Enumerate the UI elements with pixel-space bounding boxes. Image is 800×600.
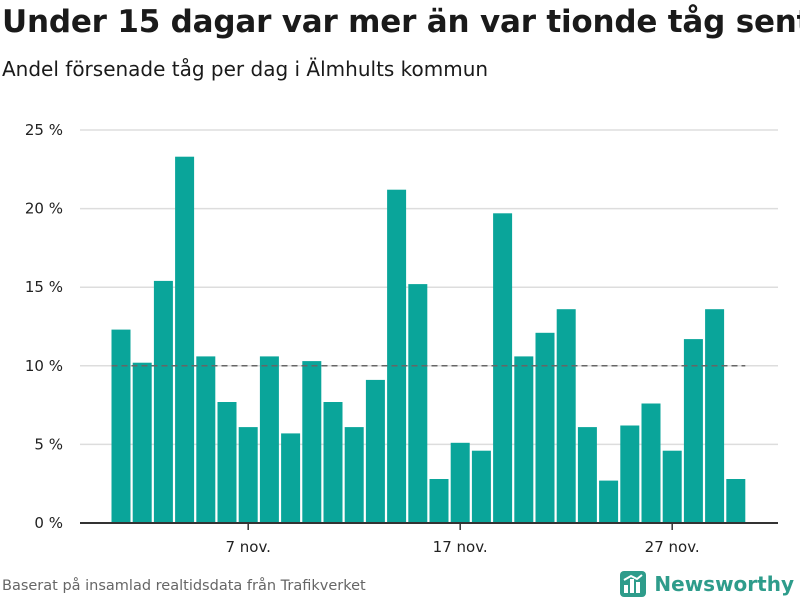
bar [302,361,322,523]
newsworthy-logo-icon [620,571,647,597]
source-note: Baserat på insamlad realtidsdata från Tr… [2,578,366,594]
brand-name: Newsworthy [654,572,794,596]
bar [514,356,534,523]
bar [408,284,428,523]
bar [196,356,216,523]
bar [365,379,385,523]
bar [259,356,279,523]
axes: 0 % 5 % 10 % 15 % 20 % 25 % 7 nov. 17 nov. 27 no… [25,121,778,556]
y-tick-label: 10 % [25,357,63,375]
bar [387,189,407,523]
bar [556,309,576,523]
bar [281,433,301,523]
bar [705,309,725,523]
bar [662,450,682,523]
bar [535,332,555,523]
x-tick-label: 17 nov. [433,538,488,556]
chart-title: Under 15 dagar var mer än var tionde tåg… [2,4,800,40]
x-tick-label: 27 nov. [645,538,700,556]
brand-logo: Newsworthy [620,569,794,599]
bar [577,427,597,523]
bars [111,156,746,524]
y-tick-label: 0 % [34,514,63,532]
bar [132,362,152,523]
bar [217,402,237,523]
bar [344,427,364,523]
bar-chart: 0 % 5 % 10 % 15 % 20 % 25 % 7 nov. 17 nov. 27 no… [25,121,778,556]
bar [323,402,343,523]
bar [111,329,131,523]
bar [599,480,619,523]
bar [238,427,258,523]
bar [620,425,640,523]
bar [429,479,449,523]
bar [493,213,513,524]
bar [153,280,173,523]
bar [726,479,746,523]
y-tick-label: 15 % [25,278,63,296]
y-tick-label: 25 % [25,121,63,139]
y-tick-label: 20 % [25,200,63,218]
x-tick-label: 7 nov. [225,538,270,556]
bar [175,156,195,523]
y-tick-label: 5 % [34,435,63,453]
chart-subtitle: Andel försenade tåg per dag i Älmhults k… [2,57,489,81]
bar [683,339,703,523]
bar [641,403,661,523]
bar [471,450,491,523]
bar [450,442,470,523]
